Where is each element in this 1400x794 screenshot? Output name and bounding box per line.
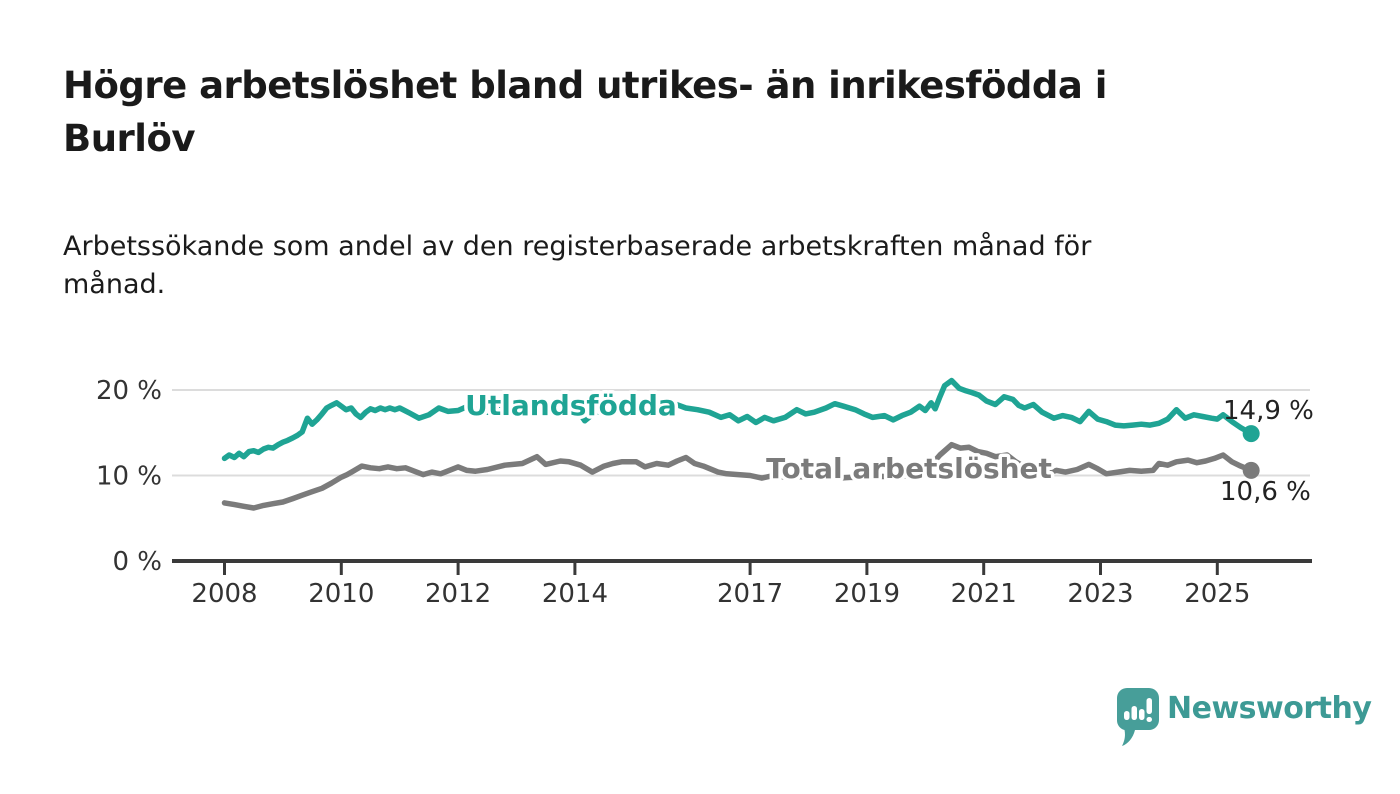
title-line-2: Burlöv	[63, 116, 196, 160]
series-line	[221, 377, 1254, 462]
subtitle-line-2: månad.	[63, 269, 166, 301]
bar-chart-speech-bubble-icon	[1116, 688, 1159, 746]
series-label-utlandsfodda: Utlandsfödda	[465, 389, 677, 422]
x-tick-label: 2025	[1184, 579, 1250, 609]
x-tick-label: 2008	[191, 579, 257, 609]
x-tick-label: 2021	[951, 579, 1017, 609]
y-tick-label: 10 %	[96, 462, 162, 492]
y-tick-label: 0 %	[112, 547, 162, 577]
y-tick-label: 20 %	[96, 376, 162, 406]
page-title: Högre arbetslöshet bland utrikes- än inr…	[63, 60, 1363, 165]
label-layer: Utlandsfödda Total arbetslöshet 14,9 % 1…	[462, 386, 1314, 508]
series-line	[221, 441, 1254, 511]
newsworthy-logo: Newsworthy	[1115, 686, 1372, 750]
subtitle-line-1: Arbetssökande som andel av den registerb…	[63, 231, 1092, 262]
x-tick-label: 2010	[308, 579, 374, 609]
x-tick-label: 2012	[425, 579, 491, 609]
series-layer	[221, 377, 1260, 511]
series-end-dot	[1242, 461, 1260, 479]
end-value-label-total: 10,6 %	[1220, 477, 1311, 507]
title-line-1: Högre arbetslöshet bland utrikes- än inr…	[63, 64, 1107, 107]
x-tick-label: 2017	[717, 579, 783, 609]
x-tick-label: 2019	[834, 579, 900, 609]
end-value-label-utlandsfodda: 14,9 %	[1223, 396, 1314, 426]
newsworthy-wordmark: Newsworthy	[1167, 691, 1372, 726]
x-tick-label: 2014	[542, 579, 608, 609]
chart-subtitle: Arbetssökande som andel av den registerb…	[63, 228, 1343, 305]
series-label-total-arbetsloshet: Total arbetslöshet	[766, 452, 1052, 485]
x-tick-label: 2023	[1067, 579, 1133, 609]
series-end-dot	[1242, 425, 1260, 443]
